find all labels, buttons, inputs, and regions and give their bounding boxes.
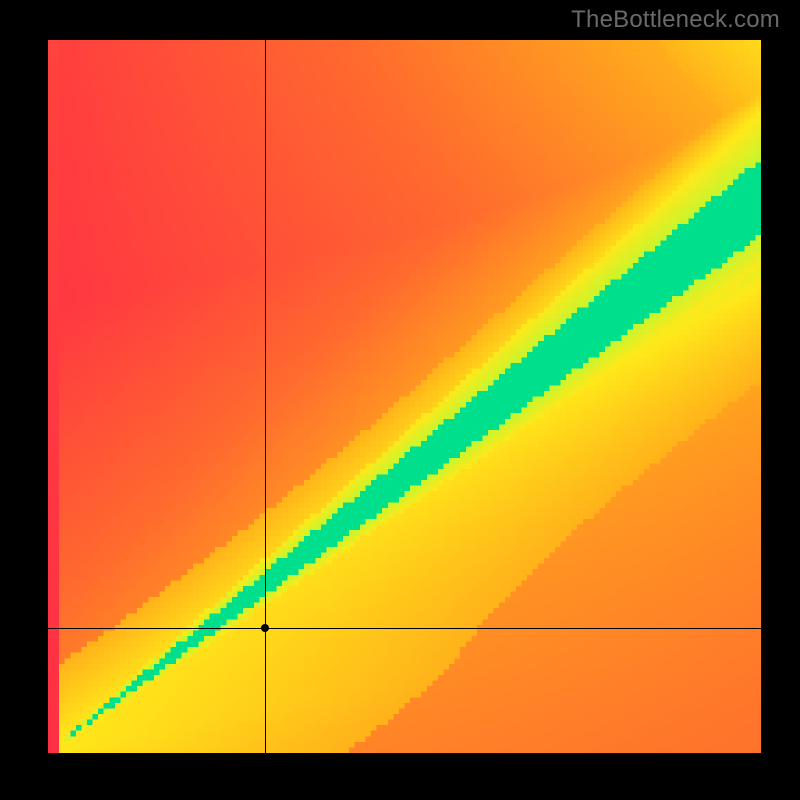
watermark: TheBottleneck.com	[571, 6, 780, 34]
crosshair-vertical	[265, 40, 266, 753]
crosshair-marker	[261, 624, 269, 632]
heatmap-plot	[48, 40, 761, 753]
heatmap-canvas	[48, 40, 761, 753]
crosshair-horizontal	[48, 628, 761, 629]
